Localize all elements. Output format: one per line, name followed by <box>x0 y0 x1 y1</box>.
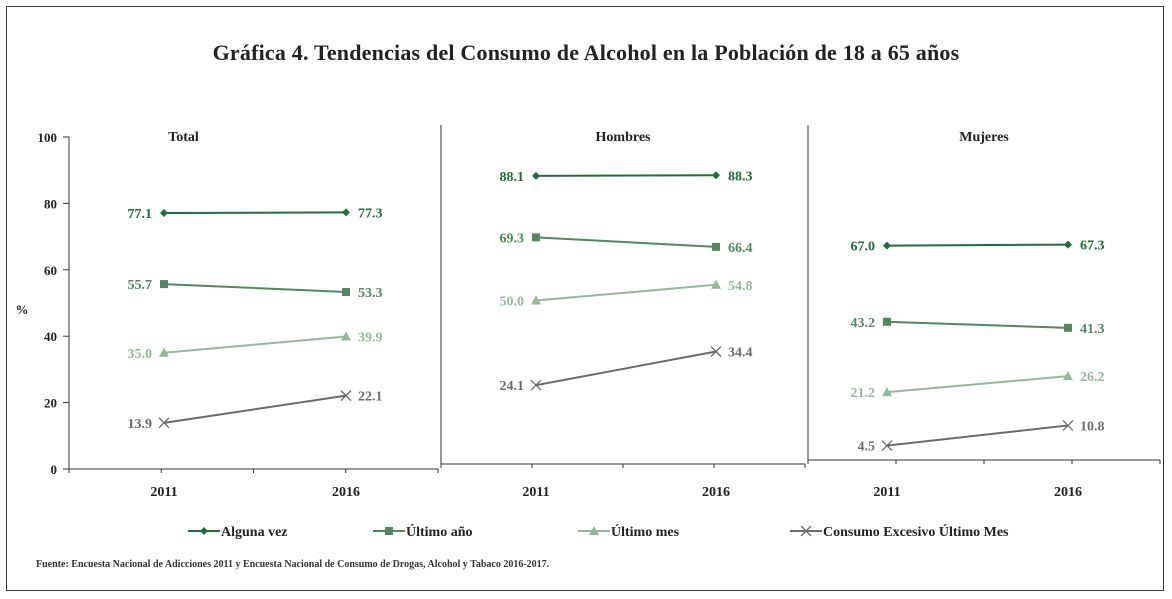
source-note: Fuente: Encuesta Nacional de Adicciones … <box>36 559 550 570</box>
chart-title: Gráfica 4. Tendencias del Consumo de Alc… <box>212 40 960 65</box>
legend-label: Último año <box>406 523 473 540</box>
data-label: 55.7 <box>128 278 153 293</box>
data-label: 10.8 <box>1080 419 1105 434</box>
data-label: 77.3 <box>358 206 383 221</box>
marker-square <box>532 233 540 242</box>
data-label: 69.3 <box>500 231 525 246</box>
marker-diamond <box>712 171 720 180</box>
series-line <box>886 424 1069 447</box>
marker-x <box>881 440 893 452</box>
x-tick-label: 2011 <box>150 485 177 500</box>
data-label: 54.8 <box>728 279 753 294</box>
marker-square <box>712 242 720 251</box>
series-line <box>535 350 717 387</box>
marker-square <box>883 317 891 326</box>
marker-square <box>385 527 393 535</box>
data-label: 26.2 <box>1080 370 1105 385</box>
series-line <box>886 320 1069 329</box>
marker-x <box>158 417 170 429</box>
data-label: 24.1 <box>500 379 525 394</box>
data-label: 21.2 <box>851 386 876 401</box>
x-tick-label: 2016 <box>332 485 360 500</box>
marker-square <box>342 288 350 297</box>
data-label: 53.3 <box>358 286 383 301</box>
data-label: 13.9 <box>128 417 153 432</box>
marker-diamond <box>883 241 891 250</box>
data-label: 50.0 <box>500 295 525 310</box>
marker-square <box>1064 323 1072 332</box>
marker-x <box>710 346 722 357</box>
series-line <box>886 243 1069 247</box>
marker-triangle <box>711 279 721 289</box>
data-label: 88.1 <box>500 170 525 185</box>
data-label: 43.2 <box>851 316 876 331</box>
y-tick-label: 20 <box>44 396 57 411</box>
y-tick-label: 80 <box>44 196 57 211</box>
series-line <box>163 335 347 354</box>
data-label: 4.5 <box>858 440 876 455</box>
data-label: 66.4 <box>728 241 753 256</box>
legend-label: Alguna vez <box>221 525 288 540</box>
marker-diamond <box>160 209 168 218</box>
panel-title: Total <box>168 130 199 145</box>
marker-diamond <box>342 208 350 217</box>
marker-x <box>340 390 352 402</box>
marker-x <box>1062 419 1074 431</box>
y-tick-label: 100 <box>38 130 58 145</box>
legend-label: Consumo Excesivo Último Mes <box>823 523 1009 540</box>
marker-triangle <box>341 331 351 341</box>
panel-title: Mujeres <box>959 130 1009 145</box>
series-line <box>886 375 1069 394</box>
data-label: 67.3 <box>1080 239 1105 254</box>
marker-triangle <box>531 295 541 305</box>
y-axis-label: % <box>16 302 29 317</box>
series-line <box>163 211 347 215</box>
legend-label: Último mes <box>611 523 680 540</box>
x-tick-label: 2016 <box>702 485 730 500</box>
x-tick-label: 2011 <box>522 485 549 500</box>
series-line <box>535 174 717 177</box>
y-tick-label: 40 <box>44 329 57 344</box>
marker-x <box>800 525 812 537</box>
marker-x <box>530 379 542 391</box>
marker-triangle <box>1063 371 1073 381</box>
data-label: 34.4 <box>728 346 753 361</box>
panel-title: Hombres <box>596 130 652 145</box>
series-line <box>535 283 717 302</box>
data-label: 35.0 <box>128 347 153 362</box>
data-label: 77.1 <box>128 207 153 222</box>
marker-square <box>160 280 168 289</box>
y-tick-label: 0 <box>51 462 58 477</box>
y-tick-label: 60 <box>44 263 57 278</box>
series-line <box>535 236 717 248</box>
data-label: 39.9 <box>358 331 383 346</box>
series-line <box>163 283 347 294</box>
marker-diamond <box>200 527 208 535</box>
data-label: 22.1 <box>358 390 383 405</box>
marker-triangle <box>882 387 892 397</box>
chart-frame <box>6 6 1164 591</box>
marker-diamond <box>1064 240 1072 249</box>
marker-diamond <box>532 171 540 180</box>
marker-triangle <box>159 347 169 357</box>
marker-triangle <box>589 526 599 535</box>
data-label: 41.3 <box>1080 322 1105 337</box>
data-label: 88.3 <box>728 169 753 184</box>
data-label: 67.0 <box>851 240 876 255</box>
series-line <box>163 394 347 424</box>
x-tick-label: 2016 <box>1054 485 1082 500</box>
x-tick-label: 2011 <box>873 485 900 500</box>
